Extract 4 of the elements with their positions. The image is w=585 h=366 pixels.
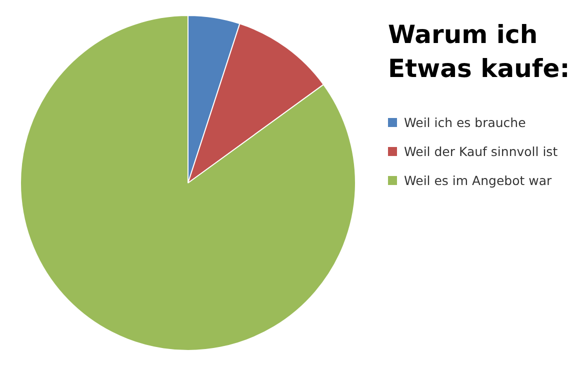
legend-label: Weil der Kauf sinnvoll ist [404,144,558,159]
legend-label: Weil ich es brauche [404,115,526,130]
legend-label: Weil es im Angebot war [404,173,552,188]
text: Warum ich Etwas kaufe: [388,19,571,85]
